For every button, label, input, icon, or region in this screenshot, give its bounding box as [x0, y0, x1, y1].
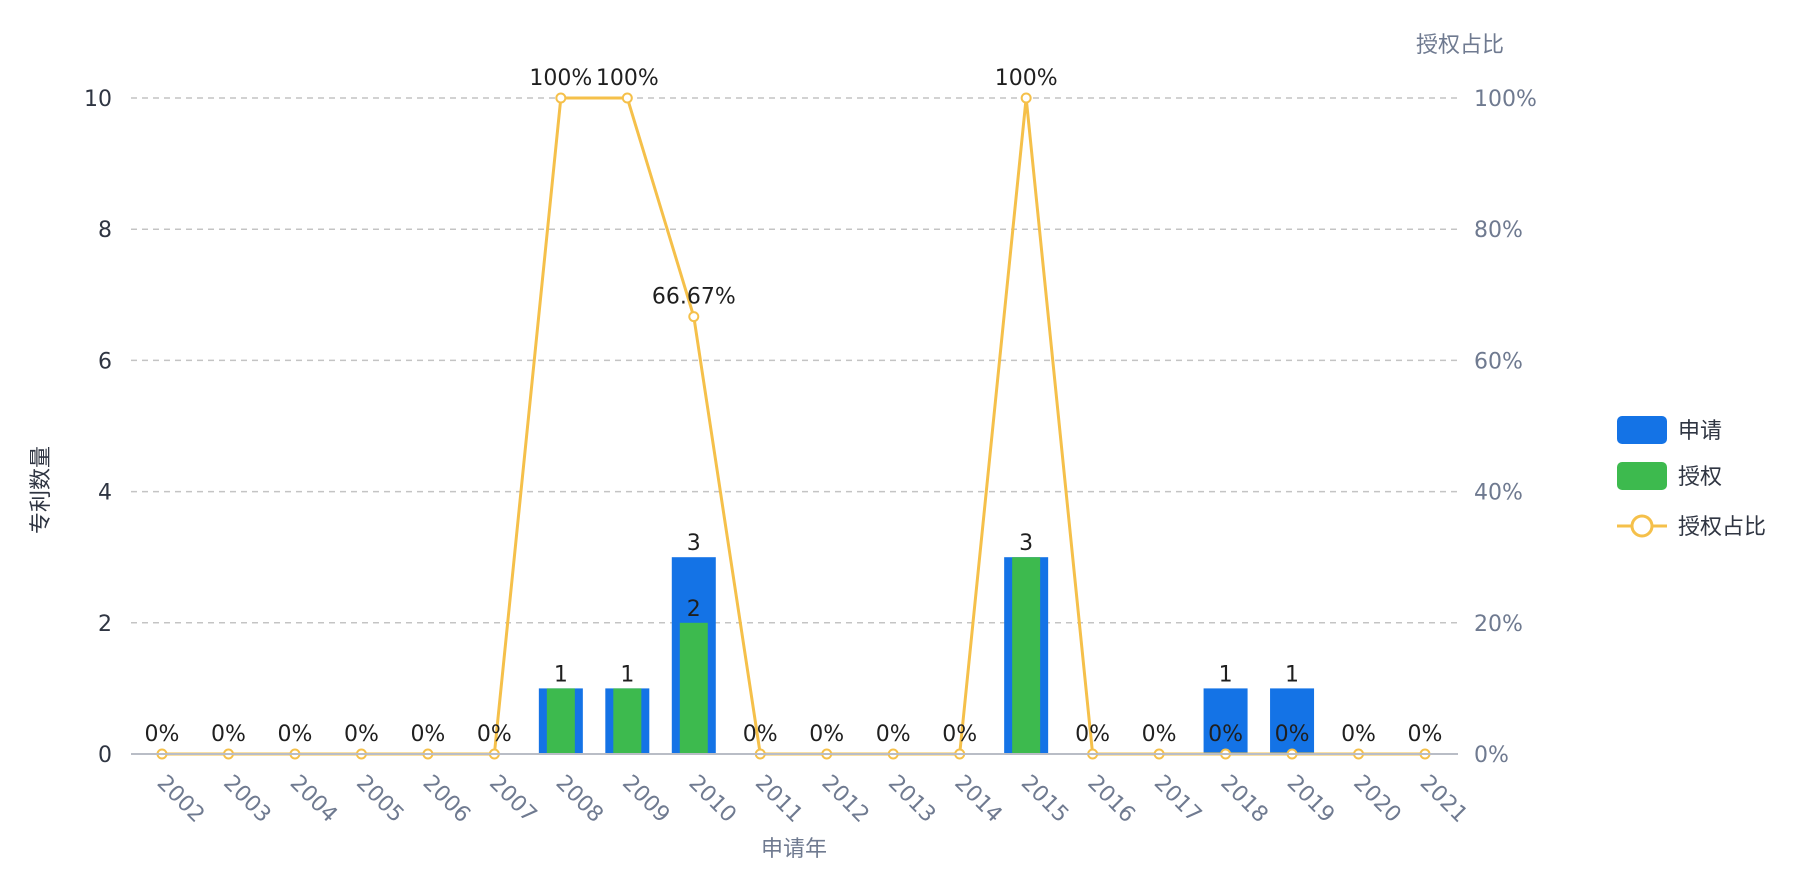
ratio-polyline	[162, 96, 1425, 756]
data-labels: 1 13 31 120% 0% 0% 0% 0% 0%100% 100%66.67%0% 0% 0% 0…	[145, 66, 1443, 747]
ratio-value-label: 0%	[344, 722, 379, 747]
legend-swatch-apply	[1617, 416, 1667, 444]
ratio-value-label: 100%	[596, 66, 659, 91]
ratio-value-label: 100%	[529, 66, 592, 91]
ratio-line	[156, 92, 1431, 760]
bar-apply[interactable]	[1270, 688, 1315, 754]
legend: 申请 授权 授权占比	[1617, 416, 1766, 540]
ratio-value-label: 0%	[477, 722, 512, 747]
y-tick-label: 10	[84, 87, 112, 112]
ratio-value-label: 0%	[1208, 722, 1243, 747]
grid-lines	[131, 97, 1458, 624]
x-tick-label: 2015	[1016, 771, 1073, 828]
legend-swatch-grant	[1617, 462, 1667, 490]
x-tick-label: 2016	[1082, 771, 1139, 828]
legend-marker-ratio	[1630, 514, 1654, 538]
legend-label-grant: 授权	[1678, 465, 1722, 490]
bar-value-label: 3	[1019, 531, 1033, 556]
ratio-value-label: 0%	[410, 722, 445, 747]
ratio-value-label: 0%	[211, 722, 246, 747]
y2-axis-title: 授权占比	[1416, 33, 1504, 58]
x-tick-label: 2003	[218, 771, 275, 828]
ratio-value-label: 0%	[277, 722, 312, 747]
y-tick-label: 8	[98, 218, 112, 243]
legend-label-apply: 申请	[1678, 419, 1722, 444]
x-tick-label: 2009	[617, 771, 674, 828]
bar-grant[interactable]	[613, 688, 642, 754]
x-axis-title: 申请年	[761, 837, 827, 862]
legend-item-ratio[interactable]: 授权占比	[1617, 514, 1766, 540]
x-tick-label: 2005	[351, 771, 408, 828]
bar-value-label: 3	[687, 531, 701, 556]
bar-grant[interactable]	[679, 622, 708, 754]
y2-tick-label: 60%	[1474, 349, 1523, 374]
ratio-value-label: 0%	[1408, 722, 1443, 747]
bar-inner-label: 2	[687, 597, 701, 622]
x-tick-label: 2004	[285, 771, 342, 828]
ratio-value-label: 0%	[1341, 722, 1376, 747]
x-tick-label: 2020	[1348, 771, 1405, 828]
bar-value-label: 1	[554, 662, 568, 687]
legend-item-apply[interactable]: 申请	[1617, 416, 1722, 444]
x-tick-label: 2008	[551, 771, 608, 828]
y2-tick-label: 20%	[1474, 612, 1523, 637]
legend-label-ratio: 授权占比	[1678, 515, 1766, 540]
bar-grant[interactable]	[546, 688, 575, 754]
ratio-value-label: 66.67%	[652, 285, 736, 310]
y-tick-label: 0	[98, 743, 112, 768]
x-tick-label: 2006	[418, 771, 475, 828]
y-tick-label: 6	[98, 349, 112, 374]
ratio-value-label: 0%	[942, 722, 977, 747]
x-tick-label: 2013	[883, 771, 940, 828]
y2-tick-label: 0%	[1474, 743, 1509, 768]
x-tick-label: 2007	[484, 771, 541, 828]
x-tick-label: 2012	[816, 771, 873, 828]
ratio-value-label: 0%	[809, 722, 844, 747]
ratio-value-label: 0%	[876, 722, 911, 747]
bar-grant[interactable]	[1012, 557, 1041, 754]
bar-value-label: 1	[1285, 662, 1299, 687]
x-tick-label: 2019	[1282, 771, 1339, 828]
ratio-value-label: 0%	[1275, 722, 1310, 747]
ratio-point[interactable]	[555, 92, 567, 104]
y2-tick-label: 40%	[1474, 481, 1523, 506]
legend-item-grant[interactable]: 授权	[1617, 462, 1722, 490]
ratio-value-label: 0%	[1142, 722, 1177, 747]
ratio-value-label: 0%	[1075, 722, 1110, 747]
bar-value-label: 1	[620, 662, 634, 687]
x-tick-label: 2002	[152, 771, 209, 828]
ratio-point[interactable]	[688, 311, 700, 323]
y2-tick-label: 80%	[1474, 218, 1523, 243]
y2-tick-label: 100%	[1474, 87, 1537, 112]
y-axis-title: 专利数量	[29, 446, 54, 534]
ratio-value-label: 0%	[145, 722, 180, 747]
x-tick-label: 2014	[949, 771, 1006, 828]
ratio-value-label: 100%	[995, 66, 1058, 91]
bar-apply[interactable]	[1203, 688, 1248, 754]
ratio-point[interactable]	[1020, 92, 1032, 104]
bar-value-label: 1	[1219, 662, 1233, 687]
x-tick-label: 2011	[750, 771, 807, 828]
x-tick-label: 2010	[684, 771, 741, 828]
ratio-point[interactable]	[621, 92, 633, 104]
y-tick-label: 4	[98, 481, 112, 506]
x-tick-label: 2018	[1215, 771, 1272, 828]
y-tick-label: 2	[98, 612, 112, 637]
bars	[538, 557, 1315, 754]
ratio-value-label: 0%	[743, 722, 778, 747]
x-tick-label: 2017	[1149, 771, 1206, 828]
x-tick-label: 2021	[1415, 771, 1472, 828]
